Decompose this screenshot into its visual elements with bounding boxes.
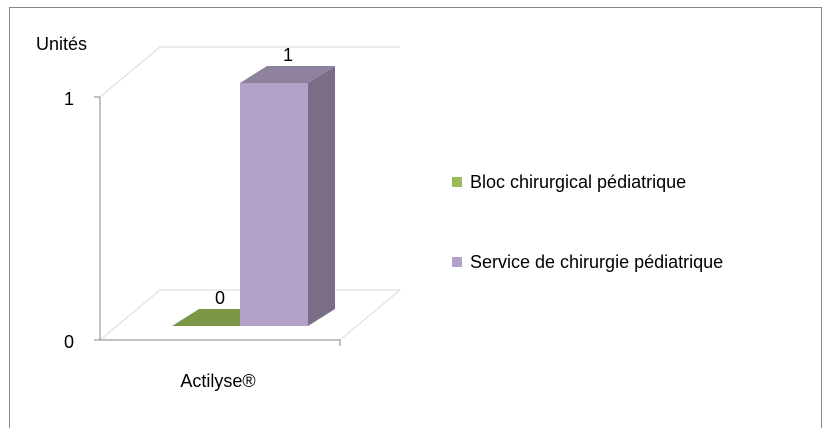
- y-tick-label: 1: [64, 89, 74, 109]
- legend-label: Bloc chirurgical pédiatrique: [470, 172, 686, 192]
- y-tick-label: 0: [64, 332, 74, 352]
- grid-line: [99, 46, 400, 98]
- data-label: 0: [215, 288, 225, 308]
- bar-top: [240, 66, 335, 83]
- legend-label: Service de chirurgie pédiatrique: [470, 252, 723, 272]
- legend-swatch: [452, 257, 462, 267]
- y-axis-label: Unités: [36, 34, 87, 54]
- bar: [240, 66, 335, 326]
- bar-side: [308, 66, 335, 326]
- legend-swatch: [452, 177, 462, 187]
- data-label: 1: [283, 45, 293, 65]
- bar-front: [240, 83, 308, 326]
- chart-border: [9, 7, 822, 428]
- x-tick-label: Actilyse®: [180, 371, 255, 391]
